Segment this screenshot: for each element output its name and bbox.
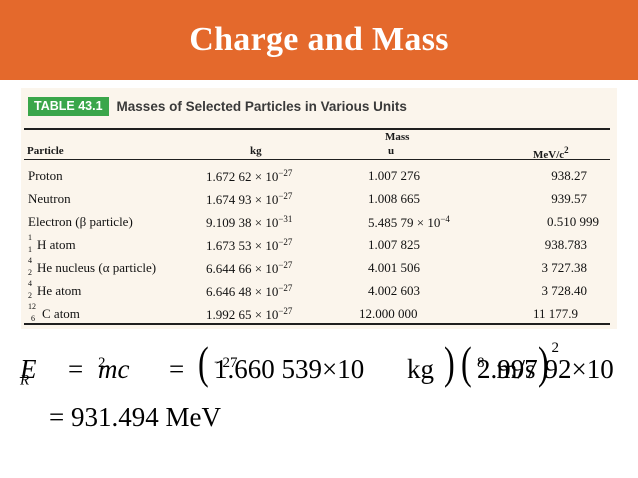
eq-paren-close-1: ): [444, 337, 455, 388]
mass-kg: 1.673 53 × 10−27: [206, 237, 293, 253]
particle-name: Proton: [28, 168, 63, 183]
header-kg: kg: [250, 145, 262, 157]
mass-u: 1.007 825: [368, 237, 420, 252]
table-tag: TABLE 43.1: [28, 96, 109, 116]
header-mass: Mass: [385, 131, 410, 143]
mass-u: 12.000 000: [359, 306, 418, 321]
slide-title: Charge and Mass: [189, 21, 449, 58]
mass-u: 5.485 79 × 10−4: [368, 214, 450, 230]
table-title: Masses of Selected Particles in Various …: [116, 98, 407, 114]
table-row: 4 2 He atom 6.646 48 × 10−27 4.002 603 3 7…: [21, 280, 617, 302]
isotope-notation: 12 6: [28, 302, 36, 323]
header-particle: Particle: [27, 145, 64, 157]
table-row: Neutron 1.674 93 × 10−27 1.008 665 939.5…: [21, 188, 617, 210]
eq-mc-squared: mc 2: [98, 354, 130, 384]
eq-outer-exponent: 2: [551, 340, 560, 356]
particle-name: Neutron: [28, 191, 71, 206]
eq-paren-close-2: ): [537, 337, 549, 388]
mass-mev: 938.27: [551, 168, 587, 183]
mass-kg: 1.672 62 × 10−27: [206, 168, 293, 184]
header-u: u: [388, 145, 395, 157]
mass-kg: 1.992 65 × 10−27: [206, 306, 293, 322]
mass-u: 4.002 603: [368, 283, 420, 298]
eq-unit-speed: m/s: [496, 354, 536, 384]
particle-name: 12 6 C atom: [28, 302, 80, 323]
table-caption: TABLE 43.1 Masses of Selected Particles …: [28, 96, 407, 116]
mass-kg: 1.674 93 × 10−27: [206, 191, 293, 207]
table-row: Electron (β particle) 9.109 38 × 10−31 5…: [21, 211, 617, 233]
slide-header: Charge and Mass: [0, 0, 638, 80]
mass-mev: 3 728.40: [541, 283, 588, 298]
eq-paren-open-2: (: [461, 337, 472, 388]
table-rule-top: [24, 128, 610, 130]
mass-mev: 0.510 999: [547, 214, 599, 229]
mass-kg: 9.109 38 × 10−31: [206, 214, 293, 230]
table-rule-header: [24, 159, 610, 160]
eq-equals-1: =: [68, 354, 84, 384]
particle-mass-table: TABLE 43.1 Masses of Selected Particles …: [21, 88, 617, 329]
table-row: 4 2 He nucleus (α particle) 6.644 66 × 10−…: [21, 257, 617, 279]
equation-result: = 931.494 MeV: [49, 402, 221, 432]
mass-mev: 938.783: [544, 237, 587, 252]
mass-mev: 939.57: [551, 191, 587, 206]
eq-equals-2: =: [169, 354, 185, 384]
mass-mev: 11 177.9: [532, 306, 578, 321]
eq-paren-open-1: (: [198, 337, 209, 388]
eq-term-mass: 1.660 539×10 −27: [214, 354, 365, 384]
mass-u: 1.008 665: [368, 191, 420, 206]
mass-u: 1.007 276: [368, 168, 420, 183]
particle-name: Electron (β particle): [28, 214, 133, 229]
mass-mev: 3 727.38: [541, 260, 588, 275]
table-row: 12 6 C atom 1.992 65 × 10−27 12.000 000 11…: [21, 303, 617, 325]
header-mev: MeV/c2: [533, 145, 569, 161]
mass-kg: 6.646 48 × 10−27: [206, 283, 293, 299]
particle-name: 4 2 He atom: [28, 279, 82, 300]
mass-kg: 6.644 66 × 10−27: [206, 260, 293, 276]
eq-unit-kg: kg: [407, 354, 434, 384]
mass-u: 4.001 506: [368, 260, 420, 275]
particle-name: 4 2 He nucleus (α particle): [28, 256, 157, 277]
table-rule-bottom: [24, 323, 610, 325]
eq-term-speed: 2.997 92×10 8: [477, 354, 614, 384]
table-row: Proton 1.672 62 × 10−27 1.007 276 938.27: [21, 165, 617, 187]
